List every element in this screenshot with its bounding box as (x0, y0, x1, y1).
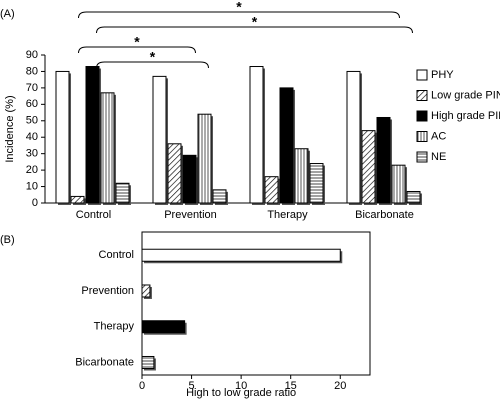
bar (406, 190, 421, 204)
panel-label: (A) (0, 8, 15, 20)
y-tick-label: 70 (26, 82, 38, 94)
x-tick-label: 15 (285, 380, 297, 392)
bar (141, 248, 341, 262)
bar (391, 164, 406, 204)
y-tick-label: 60 (26, 98, 38, 110)
legend-label: Low grade PIN (431, 89, 500, 101)
bar (294, 148, 309, 204)
plot-frame (141, 231, 371, 376)
bar (197, 113, 212, 204)
legend-label: NE (431, 151, 446, 163)
significance-mark: * (252, 14, 258, 30)
y-tick-label: 50 (26, 115, 38, 127)
x-tick-label: 10 (235, 380, 247, 392)
bar (141, 355, 155, 369)
bar (279, 87, 294, 204)
y-tick-label: Bicarbonate (75, 356, 134, 368)
significance-bracket (78, 11, 400, 19)
legend-swatch (416, 69, 428, 81)
panel-label: (B) (0, 234, 15, 246)
y-tick-label: 80 (26, 65, 38, 77)
significance-mark: * (150, 49, 156, 65)
y-tick-label: Control (99, 249, 134, 261)
significance-bracket (96, 61, 209, 69)
legend-label: PHY (431, 69, 454, 81)
y-axis-label: Incidence (%) (4, 95, 16, 162)
bar (70, 195, 85, 204)
legend-label: AC (431, 130, 446, 142)
significance-bracket (78, 46, 196, 54)
legend-swatch (416, 151, 428, 163)
bar (361, 130, 376, 204)
legend-label: High grade PIN (431, 110, 500, 122)
bar (167, 143, 182, 204)
y-tick-label: 30 (26, 148, 38, 160)
x-tick-label: 5 (189, 380, 195, 392)
x-tick-label: 20 (334, 380, 346, 392)
bar (141, 284, 151, 298)
x-tick-label: Prevention (164, 209, 217, 221)
y-tick-label: 90 (26, 49, 38, 61)
bar (376, 116, 391, 204)
bar (264, 176, 279, 204)
y-tick-label: 10 (26, 180, 38, 192)
x-tick-label: Control (76, 209, 111, 221)
x-axis-label: High to low grade ratio (186, 387, 296, 399)
bar (249, 66, 264, 204)
significance-mark: * (134, 34, 140, 50)
y-tick-label: 40 (26, 131, 38, 143)
bar (346, 70, 361, 204)
y-tick-label: Prevention (81, 285, 134, 297)
bar (55, 70, 70, 204)
legend-swatch (416, 110, 428, 122)
bar (212, 189, 227, 204)
bar (85, 66, 100, 204)
x-tick-label: 0 (139, 380, 145, 392)
bar (152, 75, 167, 204)
bar (100, 92, 115, 204)
bar (115, 182, 130, 204)
legend-swatch (416, 131, 428, 142)
y-tick-label: Therapy (94, 321, 135, 333)
y-tick-label: 20 (26, 164, 38, 176)
y-tick-label: 0 (32, 197, 38, 209)
x-tick-label: Bicarbonate (355, 209, 414, 221)
legend-swatch (416, 90, 428, 101)
bar (309, 163, 324, 204)
bar (141, 320, 186, 334)
significance-bracket (96, 26, 413, 34)
significance-mark: * (236, 0, 242, 15)
bar (182, 154, 197, 204)
x-tick-label: Therapy (267, 209, 308, 221)
